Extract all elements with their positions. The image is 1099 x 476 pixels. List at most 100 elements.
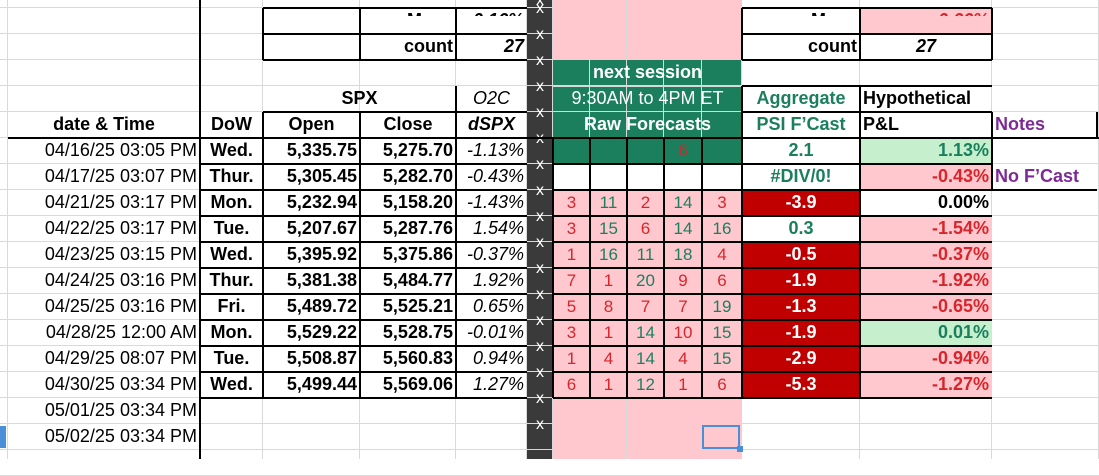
summary-right-count-label[interactable]: count: [808, 36, 857, 56]
forecast-cell[interactable]: 1: [566, 245, 577, 264]
forecast-cell[interactable]: 18: [673, 245, 693, 264]
close-cell[interactable]: 5,375.86: [382, 244, 453, 264]
o2c-header[interactable]: O2C: [472, 88, 510, 108]
forecast-cell[interactable]: 3: [566, 323, 577, 342]
date-cell[interactable]: 04/28/25 12:00 AM: [45, 322, 197, 342]
forecast-cell[interactable]: 1: [603, 375, 614, 394]
forecast-cell[interactable]: 15: [712, 349, 732, 368]
open-cell[interactable]: 5,207.67: [286, 218, 357, 238]
pnl-cell[interactable]: -0.37%: [860, 242, 992, 268]
open-cell[interactable]: 5,529.22: [286, 322, 357, 342]
forecast-cell[interactable]: 17: [636, 141, 655, 160]
summary-right-mean-label[interactable]: Mean: [742, 8, 860, 16]
dow-cell[interactable]: Thur.: [209, 166, 254, 186]
dspx-cell[interactable]: -0.43%: [466, 166, 524, 186]
forecast-cell[interactable]: 16: [712, 219, 732, 238]
dspx-cell[interactable]: -0.01%: [466, 322, 524, 342]
aggregate-cell[interactable]: -1.9: [742, 320, 860, 346]
close-cell[interactable]: 5,158.20: [382, 192, 453, 212]
open-cell[interactable]: 5,305.45: [286, 166, 357, 186]
aggregate-header[interactable]: Aggregate: [756, 88, 846, 108]
date-cell[interactable]: 04/24/25 03:16 PM: [44, 270, 197, 290]
dow-cell[interactable]: Wed.: [210, 140, 253, 160]
open-cell[interactable]: 5,381.38: [286, 270, 357, 290]
summary-count-value[interactable]: 27: [503, 36, 524, 56]
forecast-cell[interactable]: 14: [673, 219, 693, 238]
forecast-cell[interactable]: 15: [599, 219, 618, 238]
forecast-cell[interactable]: 8: [603, 297, 614, 316]
forecast-cell[interactable]: 7: [678, 297, 688, 316]
forecast-cell[interactable]: 11: [636, 245, 655, 264]
dow-cell[interactable]: Tue.: [213, 348, 250, 368]
forecast-cell[interactable]: 6: [640, 219, 651, 238]
forecast-cell[interactable]: 10: [673, 323, 693, 342]
forecast-cell[interactable]: 14: [673, 193, 693, 212]
close-header[interactable]: Close: [383, 114, 433, 134]
pnl-cell[interactable]: -0.94%: [860, 346, 992, 372]
aggregate-cell[interactable]: -0.5: [742, 242, 860, 268]
pnl-cell[interactable]: -0.43%: [860, 164, 992, 190]
dow-header[interactable]: DoW: [211, 114, 252, 134]
forecast-cell[interactable]: 7: [640, 297, 651, 316]
raw-forecasts-header[interactable]: Raw Forecasts: [583, 114, 712, 134]
aggregate-cell[interactable]: -1.9: [742, 268, 860, 294]
forecast-cell[interactable]: 3: [566, 193, 577, 212]
date-cell[interactable]: 05/01/25 03:34 PM: [44, 400, 197, 420]
forecast-cell[interactable]: 4: [678, 349, 688, 368]
summary-mean-label[interactable]: Mean: [360, 8, 456, 16]
date-cell[interactable]: 04/25/25 03:16 PM: [44, 296, 197, 316]
date-time-header[interactable]: date & Time: [53, 114, 155, 134]
notes-cell[interactable]: [992, 346, 1099, 372]
forecast-cell[interactable]: 16: [599, 245, 618, 264]
close-cell[interactable]: 5,275.70: [382, 140, 453, 160]
session-hours-header[interactable]: 9:30AM to 4PM ET: [571, 88, 724, 108]
forecast-cell[interactable]: 1: [603, 323, 614, 342]
open-cell[interactable]: 5,499.44: [286, 374, 357, 394]
forecast-cell[interactable]: 7: [566, 271, 577, 290]
pnl-header[interactable]: P&L: [863, 114, 899, 134]
open-cell[interactable]: 5,489.72: [286, 296, 357, 316]
aggregate-cell[interactable]: 2.1: [742, 138, 860, 164]
forecast-cell[interactable]: 9: [678, 271, 688, 290]
open-header[interactable]: Open: [288, 114, 335, 134]
dspx-cell[interactable]: -0.37%: [466, 244, 524, 264]
notes-cell[interactable]: [992, 190, 1099, 216]
close-cell[interactable]: 5,528.75: [382, 322, 453, 342]
date-cell[interactable]: 04/21/25 03:17 PM: [44, 192, 197, 212]
forecast-cell[interactable]: 12: [636, 375, 655, 394]
aggregate-cell[interactable]: #DIV/0!: [742, 164, 860, 190]
dow-cell[interactable]: Mon.: [210, 322, 253, 342]
forecast-cell[interactable]: [702, 164, 742, 190]
pnl-cell[interactable]: 0.01%: [860, 320, 992, 346]
notes-cell[interactable]: [992, 372, 1099, 398]
forecast-cell[interactable]: 1: [678, 375, 688, 394]
aggregate-cell[interactable]: -5.3: [742, 372, 860, 398]
pnl-cell[interactable]: -1.27%: [860, 372, 992, 398]
date-cell[interactable]: 04/23/25 03:15 PM: [44, 244, 197, 264]
pnl-cell[interactable]: 0.00%: [937, 192, 989, 212]
close-cell[interactable]: 5,525.21: [382, 296, 453, 316]
open-cell[interactable]: 5,395.92: [286, 244, 357, 264]
dow-cell[interactable]: Tue.: [213, 218, 250, 238]
cell-selection-cursor[interactable]: [702, 425, 740, 449]
pnl-cell[interactable]: 1.13%: [860, 138, 992, 164]
spx-header[interactable]: SPX: [341, 88, 378, 108]
forecast-cell[interactable]: 20: [636, 271, 655, 290]
forecast-cell[interactable]: 6: [717, 375, 727, 394]
forecast-cell[interactable]: 3: [717, 193, 727, 212]
dspx-cell[interactable]: -1.43%: [466, 192, 524, 212]
forecast-cell[interactable]: [553, 164, 590, 190]
forecast-cell[interactable]: 6: [566, 375, 577, 394]
forecast-cell[interactable]: [664, 164, 702, 190]
dspx-header[interactable]: dSPX: [467, 114, 515, 134]
summary-mean-value[interactable]: 0.16%: [456, 8, 527, 16]
open-cell[interactable]: 5,335.75: [286, 140, 357, 160]
forecast-cell[interactable]: 11: [599, 193, 618, 212]
dspx-cell[interactable]: 1.92%: [472, 270, 524, 290]
pnl-cell[interactable]: -1.92%: [860, 268, 992, 294]
forecast-cell[interactable]: 6: [678, 141, 688, 160]
date-cell[interactable]: 04/22/25 03:17 PM: [44, 218, 197, 238]
notes-cell[interactable]: [992, 268, 1099, 294]
forecast-cell[interactable]: 1: [566, 349, 577, 368]
dspx-cell[interactable]: 1.27%: [472, 374, 524, 394]
